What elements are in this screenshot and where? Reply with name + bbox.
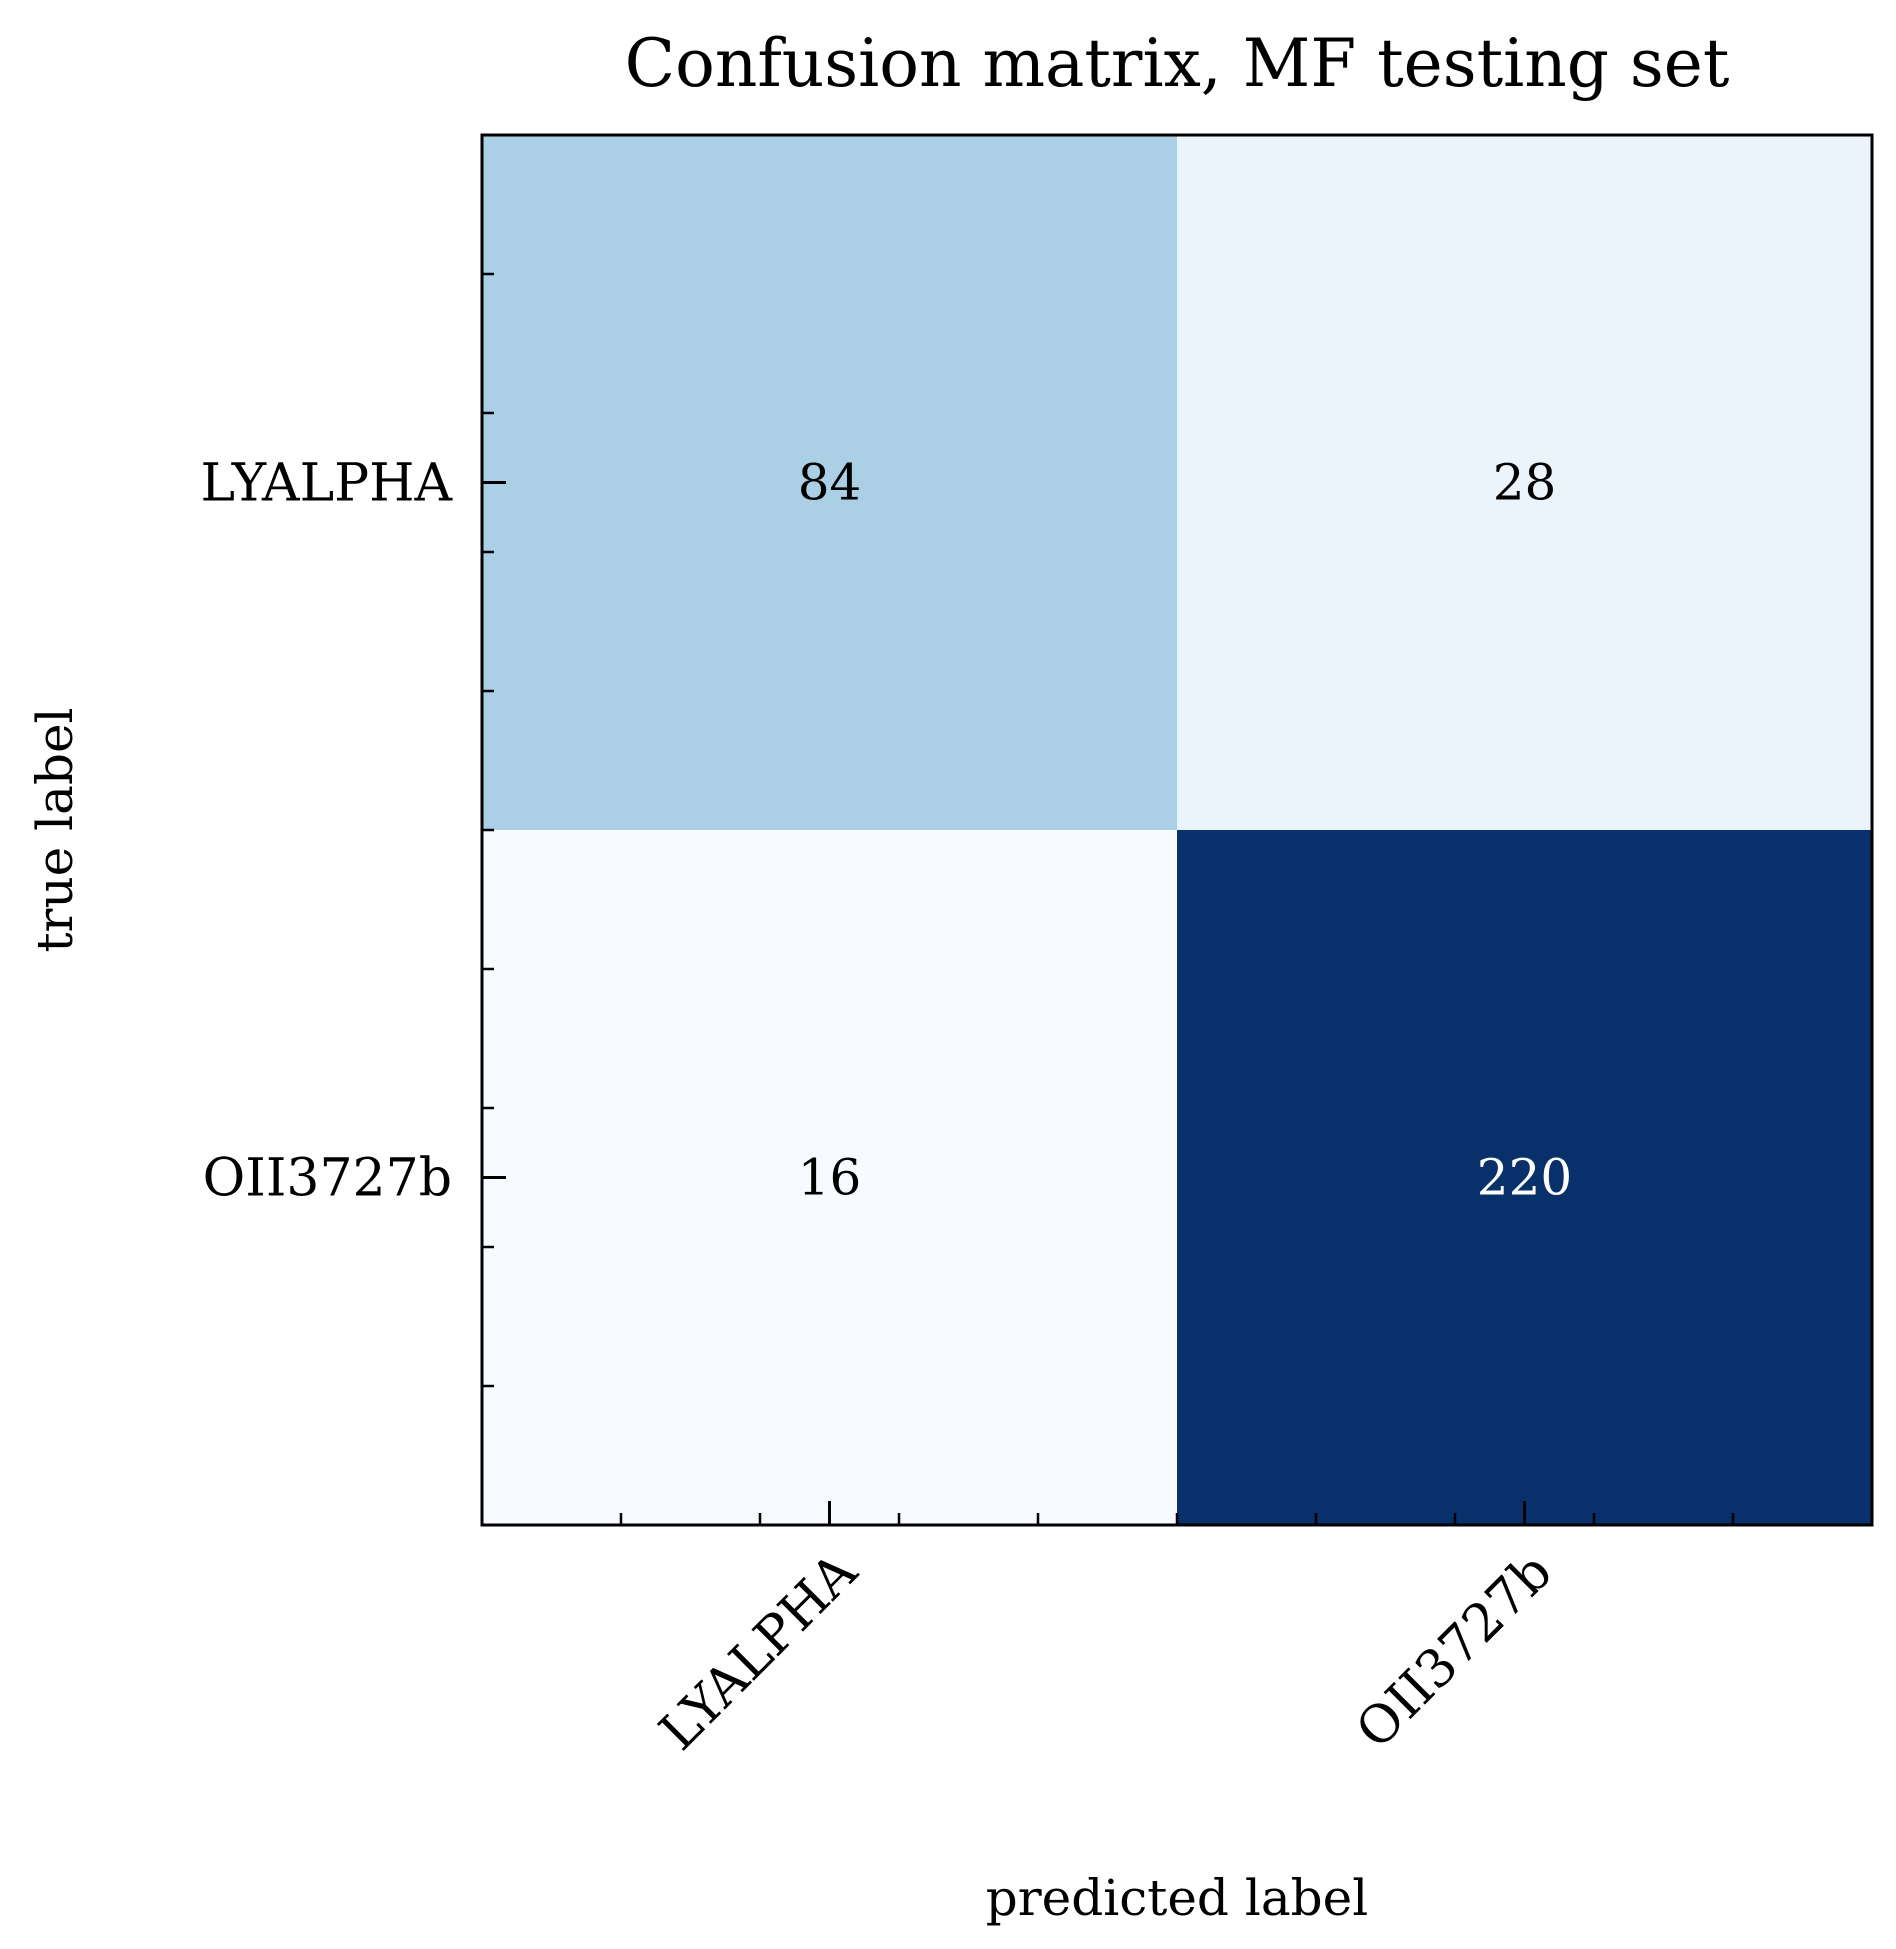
heatmap-cell-0-1 — [1177, 135, 1873, 831]
axis-ticks — [482, 272, 1735, 1525]
heatmap-cell-1-0 — [482, 830, 1178, 1526]
cell-value-label-1-0: 16 — [798, 1149, 862, 1207]
cell-value-label-0-1: 28 — [1493, 454, 1557, 512]
y-tick-labels: LYALPHA OII3727b — [201, 454, 454, 1209]
y-tick-label: LYALPHA — [201, 454, 454, 514]
chart-title: Confusion matrix, MF testing set — [625, 25, 1730, 102]
x-tick-label: OII3727b — [1345, 1542, 1564, 1761]
heatmap-cells — [482, 135, 1873, 1526]
cell-value-label-1-1: 220 — [1477, 1149, 1572, 1207]
y-tick-label: OII3727b — [203, 1149, 452, 1209]
x-tick-labels: LYALPHA OII3727b — [648, 1541, 1563, 1762]
heatmap-cell-labels: 84 28 16 220 — [798, 454, 1573, 1207]
heatmap-cell-0-0 — [482, 135, 1178, 831]
x-axis-label: predicted label — [986, 1869, 1368, 1927]
y-axis-label: true label — [26, 707, 84, 952]
cell-value-label-0-0: 84 — [798, 454, 862, 512]
x-tick-label: LYALPHA — [648, 1541, 869, 1762]
heatmap-cell-1-1 — [1177, 830, 1873, 1526]
